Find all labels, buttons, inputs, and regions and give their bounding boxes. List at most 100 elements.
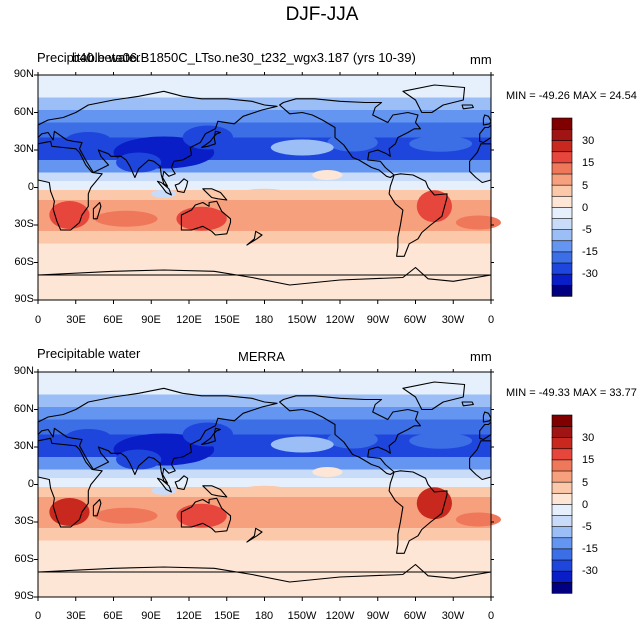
coastline — [174, 178, 189, 194]
coastline — [37, 90, 278, 187]
coastline — [37, 140, 103, 231]
coastline — [156, 477, 172, 493]
colorbar-swatch — [551, 537, 573, 550]
figure-title: DJF-JJA — [285, 4, 359, 25]
colorbar-swatch — [551, 448, 573, 461]
top-cb-label: -15 — [582, 246, 598, 258]
colorbar-swatch — [551, 570, 573, 583]
map-field-patch — [151, 486, 177, 495]
coastline — [469, 143, 492, 184]
colorbar-swatch — [551, 284, 573, 297]
map-field-patch — [455, 215, 502, 230]
colorbar-swatch — [551, 470, 573, 483]
top-units: mm — [470, 52, 492, 67]
bottom-ytick: 0 — [27, 478, 34, 490]
colorbar-swatch — [551, 117, 573, 130]
map-field-patch — [416, 487, 452, 520]
bottom-center-title: MERRA — [238, 349, 285, 364]
map-field-band — [38, 478, 491, 487]
map-field-patch — [312, 170, 343, 180]
coastline — [92, 498, 102, 517]
map-field-band — [38, 372, 491, 395]
bottom-stats: MIN = -49.33 MAX = 33.77 — [506, 387, 637, 399]
bottom-left-title: Precipitable water — [37, 346, 141, 361]
coastline — [461, 104, 474, 110]
map-field-patch — [327, 430, 378, 449]
colorbar-swatch — [551, 240, 573, 253]
map-field-band — [38, 559, 491, 597]
coastline — [279, 98, 422, 179]
map-field-band — [38, 407, 491, 420]
colorbar-swatch — [551, 273, 573, 286]
colorbar-swatch — [551, 425, 573, 438]
coastline — [279, 395, 422, 476]
coastline — [37, 266, 492, 286]
top-cb-label: 0 — [582, 202, 589, 214]
top-xtick: 60W — [403, 314, 427, 326]
top-xtick: 120E — [176, 314, 202, 326]
map-field-patch — [270, 139, 334, 156]
coastline — [246, 230, 263, 246]
colorbar-swatch — [551, 436, 573, 450]
map-field-patch — [116, 449, 162, 470]
top-center-title: b40.beta06.B1850C_LTso.ne30_t232_wgx3.18… — [72, 50, 416, 65]
coastline — [180, 497, 232, 533]
colorbar-swatch — [551, 184, 573, 197]
colorbar-swatch — [551, 514, 573, 527]
coastline — [202, 485, 228, 498]
bottom-xtick: 90W — [366, 610, 390, 622]
coastline — [92, 201, 102, 220]
top-ytick: 30N — [13, 143, 34, 155]
bottom-xtick: 0 — [34, 610, 42, 622]
bottom-xtick: 120E — [176, 610, 202, 622]
top-xtick: 30W — [441, 314, 465, 326]
bottom-xtick: 30E — [66, 610, 86, 622]
bottom-ytick: 30N — [13, 440, 34, 452]
colorbar-swatch — [551, 525, 573, 539]
map-field-patch — [270, 436, 334, 453]
top-xtick: 120W — [325, 314, 355, 326]
map-field-band — [38, 528, 491, 541]
map-field-patch — [182, 422, 234, 447]
colorbar-swatch — [551, 206, 573, 219]
map-panel-bottom — [34, 369, 502, 601]
bottom-cb-label: 15 — [582, 454, 595, 466]
bottom-cb-label: 5 — [582, 477, 589, 489]
map-field-patch — [94, 507, 158, 524]
bottom-ytick: 30S — [14, 515, 34, 527]
colorbar-top — [551, 117, 573, 297]
top-ytick: 90S — [14, 293, 34, 305]
coastline — [37, 437, 103, 528]
map-field-band — [38, 540, 491, 560]
bottom-xtick: 90E — [141, 610, 161, 622]
map-field-patch — [239, 485, 290, 496]
top-ytick: 0 — [27, 181, 34, 193]
bottom-xtick: 30W — [441, 610, 465, 622]
map-field-band — [38, 172, 491, 182]
coastline — [156, 180, 172, 196]
top-cb-label: 5 — [582, 180, 589, 192]
map-field-patch — [327, 133, 378, 152]
top-left-title: Precipitable water — [37, 50, 141, 65]
bottom-units: mm — [470, 349, 492, 364]
coastline — [202, 188, 228, 201]
map-panel-top — [34, 72, 502, 304]
bottom-xtick: 120W — [325, 610, 355, 622]
colorbar-swatch — [551, 173, 573, 186]
colorbar-swatch — [551, 581, 573, 594]
map-field-patch — [455, 512, 502, 527]
map-field-band — [38, 243, 491, 263]
map-field-band — [38, 231, 491, 244]
map-field-patch — [239, 204, 340, 221]
colorbar-swatch — [551, 128, 573, 141]
colorbar-swatch — [551, 559, 573, 572]
map-field-band — [38, 97, 491, 110]
top-xtick: 180 — [254, 314, 274, 326]
map-field-band — [38, 110, 491, 123]
colorbar-swatch — [551, 414, 573, 427]
map-field-band — [38, 394, 491, 407]
bottom-cb-label: -15 — [582, 543, 598, 555]
colorbar-swatch — [551, 195, 573, 208]
bottom-cb-label: -5 — [582, 521, 592, 533]
map-field-patch — [151, 189, 177, 198]
